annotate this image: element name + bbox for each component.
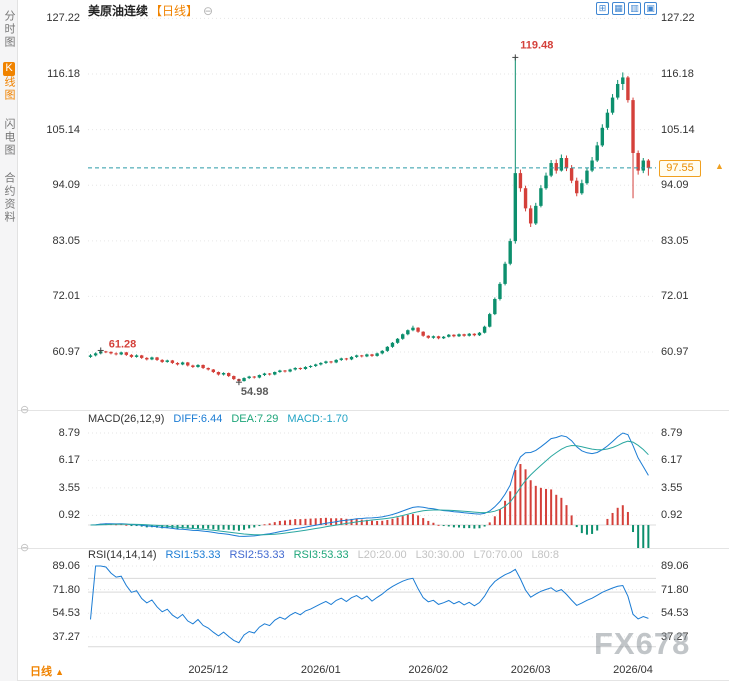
period-tag[interactable]: 【日线】 xyxy=(150,4,199,18)
macd-axis-label: 6.17 xyxy=(58,454,80,467)
panel-divider xyxy=(18,410,729,411)
macd-diff-value: DIFF:6.44 xyxy=(173,413,223,425)
layout-single-icon[interactable]: ▣ xyxy=(644,2,657,15)
layout-toolbar: ⊞ ▦ ▥ ▣ xyxy=(596,2,657,15)
price-axis-label: 127.22 xyxy=(46,12,80,25)
date-axis-label: 2026/03 xyxy=(510,664,551,676)
chart-header: 美原油连续 【日线】 ⊖ xyxy=(88,2,213,19)
macd-axis-label: 8.79 xyxy=(58,426,80,439)
collapse-rsi-panel-icon[interactable]: ⊖ xyxy=(20,542,30,554)
sidebar-item-contract-info[interactable]: 合约资料 xyxy=(3,172,15,224)
sidebar-item-timeshare-chart[interactable]: 分时图 xyxy=(3,10,15,49)
rsi1-value: RSI1:53.33 xyxy=(165,549,221,561)
macd-histogram xyxy=(94,464,650,548)
rsi-l20-label: L20:20.00 xyxy=(357,549,407,561)
panel-divider xyxy=(18,548,729,549)
layout-rows-icon[interactable]: ▥ xyxy=(628,2,641,15)
sidebar-item-lightning-chart[interactable]: 闪电图 xyxy=(3,118,15,157)
dea-line xyxy=(90,440,649,536)
price-axis-label: 83.05 xyxy=(661,234,689,247)
diff-line xyxy=(90,432,649,537)
rsi-axis-label: 89.06 xyxy=(52,560,80,573)
price-axis-label: 116.18 xyxy=(47,68,80,81)
sidebar-item-kline-chart[interactable]: K线图 xyxy=(3,62,15,102)
collapse-macd-panel-icon[interactable]: ⊖ xyxy=(20,404,30,416)
zoom-out-icon[interactable]: ⊖ xyxy=(203,3,214,18)
macd-axis-label: 3.55 xyxy=(661,481,683,494)
layout-grid-2x2-icon[interactable]: ⊞ xyxy=(596,2,609,15)
price-axis-label: 60.97 xyxy=(52,346,80,359)
price-axis-label: 94.09 xyxy=(661,179,689,192)
price-axis-label: 127.22 xyxy=(661,12,695,25)
rsi-axis-label: 89.06 xyxy=(661,560,689,573)
rsi-l30-label: L30:30.00 xyxy=(415,549,465,561)
macd-axis-label: 0.92 xyxy=(58,509,80,522)
date-axis-label: 2026/02 xyxy=(408,664,449,676)
rsi-chart[interactable] xyxy=(88,548,656,660)
price-axis-label: 105.14 xyxy=(661,123,695,136)
layout-split-icon[interactable]: ▦ xyxy=(612,2,625,15)
price-annotations: 61.28 54.98 119.48 xyxy=(97,39,553,398)
chevron-up-icon: ▲ xyxy=(55,667,64,677)
rsi-axis-label: 37.27 xyxy=(661,630,689,643)
sidebar: 分时图 K线图闪电图合约资料 xyxy=(0,0,18,681)
current-price-badge: 97.55 xyxy=(659,159,701,177)
instrument-title: 美原油连续 xyxy=(88,4,149,18)
price-axis-label: 94.09 xyxy=(52,179,80,192)
price-up-arrow-icon: ▲ xyxy=(715,160,724,171)
macd-axis-label: 6.17 xyxy=(661,454,683,467)
macd-axis-label: 3.55 xyxy=(58,481,80,494)
macd-chart[interactable] xyxy=(88,410,656,548)
macd-macd-value: MACD:-1.70 xyxy=(287,413,348,425)
price-chart[interactable]: 61.28 54.98 119.48 xyxy=(88,0,656,410)
rsi-l70-label: L70:70.00 xyxy=(473,549,523,561)
price-axis-label: 83.05 xyxy=(52,234,80,247)
price-gridlines xyxy=(88,17,656,353)
period-selector[interactable]: 日线 ▲ xyxy=(30,663,64,679)
svg-text:54.98: 54.98 xyxy=(241,386,269,398)
price-axis-label: 72.01 xyxy=(661,290,689,303)
rsi-axis-label: 54.53 xyxy=(52,607,80,620)
price-axis-label: 116.18 xyxy=(661,68,694,81)
price-axis-label: 105.14 xyxy=(46,123,80,136)
svg-text:61.28: 61.28 xyxy=(109,338,137,350)
rsi-header-row: RSI(14,14,14) RSI1:53.33 RSI2:53.33 RSI3… xyxy=(88,549,559,561)
rsi-axis-label: 71.80 xyxy=(661,583,689,596)
date-axis-label: 2025/12 xyxy=(188,664,229,676)
price-axis-label: 60.97 xyxy=(661,346,689,359)
rsi-l80-label: L80:8 xyxy=(531,549,559,561)
macd-axis-label: 0.92 xyxy=(661,509,683,522)
date-axis-label: 2026/01 xyxy=(300,664,341,676)
macd-indicator-name[interactable]: MACD(26,12,9) xyxy=(88,413,165,425)
active-tab-marker: K xyxy=(3,62,15,76)
macd-dea-value: DEA:7.29 xyxy=(231,413,279,425)
price-axis-label: 72.01 xyxy=(52,290,80,303)
rsi-indicator-name[interactable]: RSI(14,14,14) xyxy=(88,549,157,561)
rsi-axis-label: 37.27 xyxy=(52,630,80,643)
date-axis-label: 2026/04 xyxy=(613,664,653,676)
rsi-axis-label: 54.53 xyxy=(661,607,689,620)
macd-header-row: MACD(26,12,9) DIFF:6.44 DEA:7.29 MACD:-1… xyxy=(88,413,348,425)
rsi-axis-label: 71.80 xyxy=(52,583,80,596)
time-axis-bar: 日线 ▲ 2025/12 2026/01 2026/02 2026/03 2026/04 xyxy=(18,660,729,680)
macd-axis-label: 8.79 xyxy=(661,426,683,439)
period-selector-label: 日线 xyxy=(30,666,52,678)
rsi2-value: RSI2:53.33 xyxy=(229,549,285,561)
rsi3-value: RSI3:53.33 xyxy=(293,549,349,561)
rsi-line xyxy=(90,565,649,644)
candles-group xyxy=(88,57,651,383)
svg-text:119.48: 119.48 xyxy=(520,39,553,51)
